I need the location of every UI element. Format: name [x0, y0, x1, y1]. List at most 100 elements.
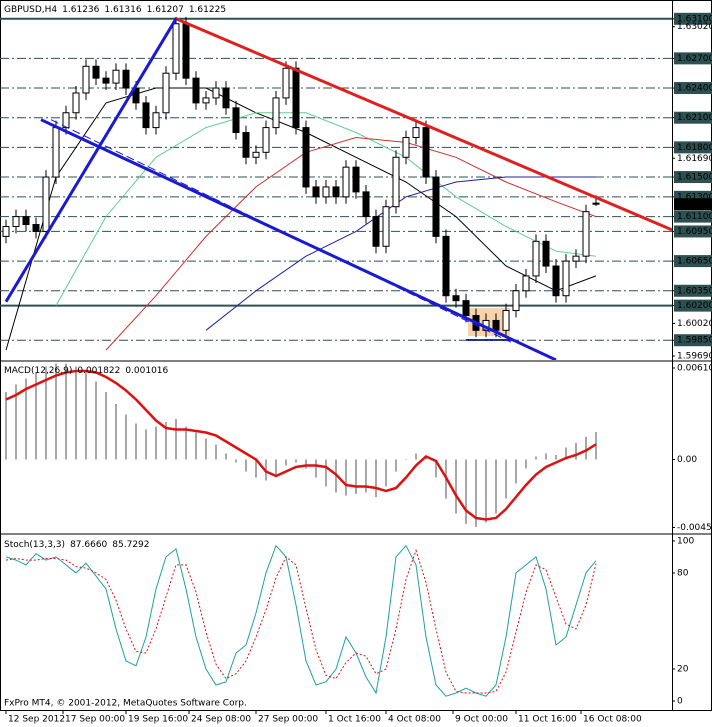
macd-bar — [245, 459, 247, 472]
macd-bar — [275, 459, 277, 475]
y-tick-label: 1.60350 — [677, 286, 712, 296]
candle-body — [112, 69, 120, 84]
y-tick-label: 1.60200 — [677, 301, 712, 311]
macd-bar — [155, 426, 157, 460]
level-label-box — [674, 171, 712, 184]
macd-bar — [585, 437, 587, 460]
stoch-line — [5, 544, 597, 697]
x-tick-label: 12 Sep 2012 — [8, 715, 65, 725]
moving-average — [55, 112, 597, 306]
macd-bar — [415, 453, 417, 460]
current-price-box — [674, 198, 712, 211]
candle-body — [592, 202, 600, 205]
candle-body — [82, 65, 90, 94]
candle-body — [162, 72, 170, 114]
macd-bar — [65, 363, 67, 460]
stoch-line — [5, 548, 597, 694]
macd-bar — [75, 366, 77, 460]
price-panel — [0, 16, 672, 360]
candle-body — [182, 23, 190, 79]
macd-bar — [355, 459, 357, 494]
x-tick-label: 1 Oct 16:00 — [328, 715, 381, 725]
macd-bar — [235, 459, 237, 463]
candle-body — [452, 295, 460, 302]
candle-body — [372, 216, 380, 247]
macd-bar — [595, 432, 597, 460]
macd-bar — [165, 422, 167, 460]
candle-body — [152, 112, 160, 129]
macd-bar — [375, 459, 377, 497]
panel-title: Stoch(13,3,3) 87.6660 85.7292 — [4, 540, 150, 550]
macd-bar — [515, 459, 517, 484]
candle-body — [32, 224, 40, 232]
candle-body — [342, 166, 350, 198]
candle-body — [572, 255, 580, 262]
candle-body — [232, 107, 240, 134]
level-label-box — [674, 210, 712, 223]
y-tick-label: 0.00 — [677, 455, 697, 465]
panel-title-value: 0.001822 — [77, 366, 120, 376]
y-tick-label: -0.004531 — [677, 523, 712, 533]
macd-bar — [475, 459, 477, 527]
y-tick-label: 1.61800 — [677, 143, 712, 153]
candle-body — [142, 102, 150, 129]
macd-bar — [125, 414, 127, 460]
trend-line — [175, 17, 672, 232]
macd-bar — [175, 419, 177, 460]
x-tick-label: 11 Oct 16:00 — [518, 715, 577, 725]
macd-bar — [435, 459, 437, 478]
stoch-panel — [5, 544, 597, 697]
candle-body — [462, 300, 470, 316]
y-tick-label: 1.60950 — [677, 227, 712, 237]
panel-title-value: 1.61236 — [62, 5, 99, 15]
macd-bar — [225, 453, 227, 460]
macd-bar — [105, 392, 107, 460]
macd-bar — [5, 392, 7, 460]
candle-body — [522, 275, 530, 292]
candle-body — [502, 310, 510, 331]
y-tick-label: 1.60650 — [677, 257, 712, 267]
candle-body — [552, 265, 560, 297]
y-tick-label: 100 — [677, 536, 694, 546]
macd-bar — [115, 404, 117, 460]
macd-bar — [465, 459, 467, 524]
trend-line — [40, 118, 557, 360]
level-label-box — [674, 82, 712, 95]
trend-line — [4, 18, 178, 303]
candle-body — [582, 211, 590, 257]
macd-bar — [45, 366, 47, 460]
candle-body — [12, 216, 20, 227]
macd-bar — [535, 456, 537, 460]
candle-body — [332, 186, 340, 198]
panel-title-text: GBPUSD,H4 — [4, 5, 57, 15]
panel-title-text: Stoch(13,3,3) — [4, 540, 65, 550]
candle-body — [352, 166, 360, 193]
y-tick-label: 20 — [677, 665, 689, 675]
candle-body — [222, 87, 230, 109]
y-tick-label: 1.61100 — [677, 212, 712, 222]
y-tick-label: 0.006101 — [677, 363, 712, 373]
candle-body — [542, 240, 550, 267]
current-price-label: 1.61225 — [677, 200, 712, 210]
level-label-box — [674, 141, 712, 154]
candle-body — [122, 69, 130, 89]
macd-bar — [425, 458, 427, 460]
macd-bar — [55, 363, 57, 460]
candle-body — [202, 97, 210, 104]
macd-bar — [185, 426, 187, 460]
candle-body — [62, 112, 70, 129]
macd-bar — [405, 459, 407, 460]
x-tick-label: 17 Sep 00:00 — [65, 715, 125, 725]
level-label-box — [674, 111, 712, 124]
y-tick-label: 1.61690 — [677, 154, 712, 164]
candle-body — [282, 67, 290, 99]
candle-body — [382, 206, 390, 247]
macd-bar — [295, 459, 297, 463]
level-label-box — [674, 299, 712, 312]
macd-bar — [385, 459, 387, 487]
panel-title-value: 87.6660 — [70, 540, 107, 550]
panel-title: MACD(12,26,9) 0.001822 0.001016 — [4, 366, 169, 376]
macd-bar — [15, 384, 17, 460]
panel-title-value: 85.7292 — [112, 540, 149, 550]
